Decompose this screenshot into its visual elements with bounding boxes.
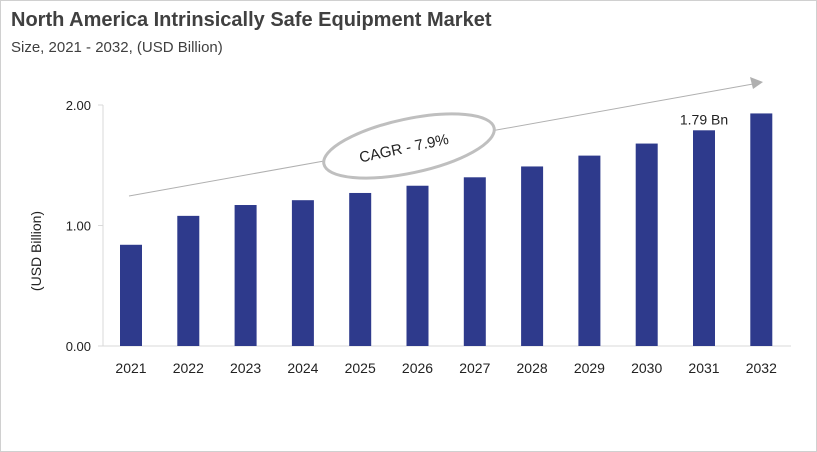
- chart-subtitle: Size, 2021 - 2032, (USD Billion): [11, 39, 223, 56]
- bar-2031: [693, 130, 715, 346]
- x-tick-label: 2032: [746, 360, 777, 376]
- bar-2025: [349, 192, 372, 346]
- bar-2021: [120, 244, 142, 346]
- x-tick-label: 2023: [230, 360, 261, 376]
- bar-2032: [750, 113, 773, 346]
- y-tick-label: 0.00: [66, 339, 91, 354]
- bar-2023: [234, 205, 257, 346]
- trend-arrow-head-icon: [750, 77, 763, 89]
- bar-2022: [177, 215, 200, 346]
- bar-2024: [291, 200, 314, 346]
- cagr-ellipse: [322, 112, 496, 180]
- y-tick-label: 2.00: [66, 98, 91, 113]
- bar-2026: [406, 185, 429, 346]
- x-tick-label: 2026: [402, 360, 433, 376]
- y-tick-label: 1.00: [66, 219, 91, 234]
- x-tick-label: 2022: [173, 360, 204, 376]
- chart-title: North America Intrinsically Safe Equipme…: [11, 9, 492, 31]
- bar-2029: [578, 155, 601, 346]
- x-tick-label: 2031: [688, 360, 719, 376]
- x-tick-label: 2025: [345, 360, 376, 376]
- bar-2030: [635, 143, 658, 346]
- data-label-2031: 1.79 Bn: [680, 111, 728, 127]
- x-tick-label: 2028: [517, 360, 548, 376]
- x-tick-label: 2024: [287, 360, 318, 376]
- x-tick-label: 2027: [459, 360, 490, 376]
- bar-2027: [463, 177, 486, 346]
- bar-2028: [521, 166, 544, 346]
- x-tick-label: 2030: [631, 360, 662, 376]
- x-tick-label: 2021: [115, 360, 146, 376]
- y-axis-label: (USD Billion): [28, 211, 44, 291]
- x-tick-label: 2029: [574, 360, 605, 376]
